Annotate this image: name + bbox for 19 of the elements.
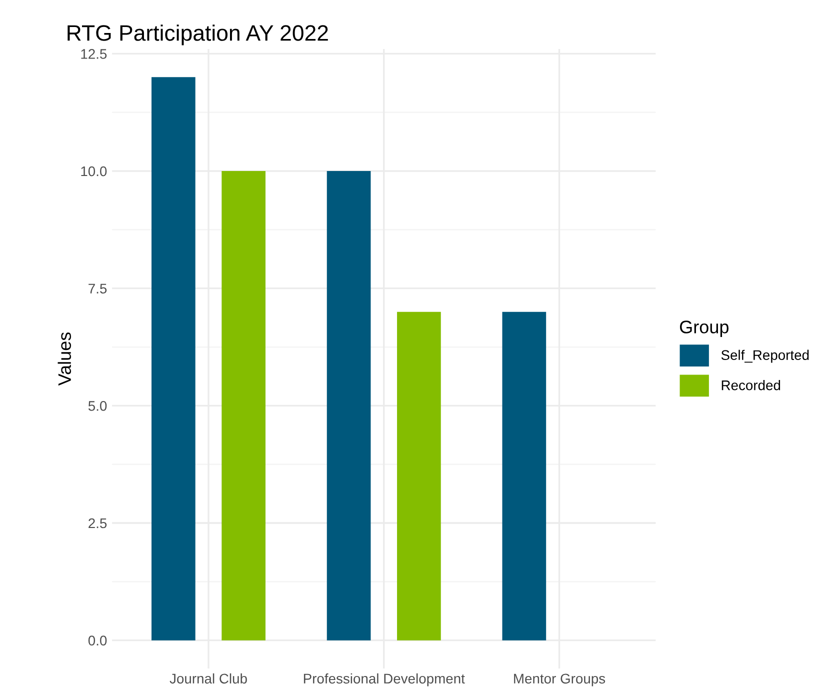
bar: [222, 171, 266, 640]
y-tick-label: 12.5: [81, 49, 107, 59]
y-tick-label: 0.0: [88, 636, 107, 646]
y-tick-label: 2.5: [88, 518, 107, 528]
bar: [326, 171, 371, 640]
y-tick-label: 10.0: [81, 166, 107, 176]
bar: [397, 312, 441, 640]
x-tick-label: Journal Club: [170, 673, 247, 684]
y-tick-label: 5.0: [88, 401, 107, 411]
y-tick-label: 7.5: [88, 284, 107, 294]
chart-title: RTG Participation AY 2022: [68, 24, 328, 46]
x-tick-label: Professional Development: [304, 673, 465, 686]
bar: [152, 77, 196, 640]
y-axis-title: Values: [58, 332, 72, 386]
legend-label: Self_Reported: [721, 350, 809, 363]
bar: [502, 312, 546, 640]
legend-label: Recorded: [722, 380, 780, 390]
legend-title: Group: [680, 320, 728, 337]
x-tick-label: Mentor Groups: [514, 674, 606, 686]
